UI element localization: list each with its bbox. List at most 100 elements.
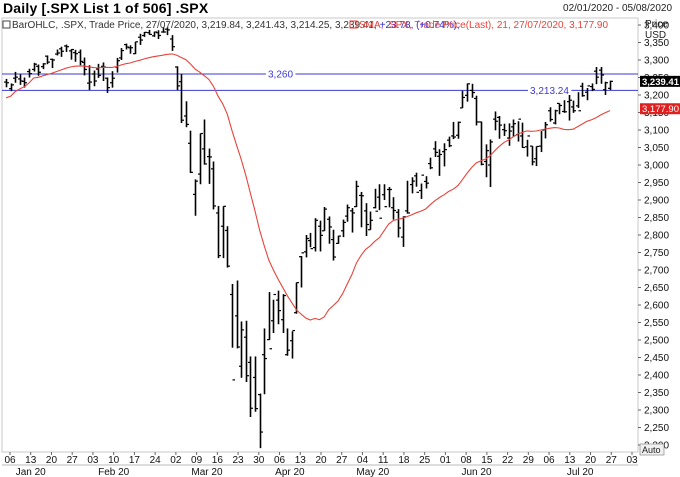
ohlc-bar[interactable]: [285, 328, 290, 356]
ohlc-bar[interactable]: [304, 235, 309, 258]
ohlc-bar[interactable]: [142, 31, 147, 37]
ohlc-bar[interactable]: [470, 83, 475, 98]
ohlc-bar[interactable]: [327, 216, 332, 244]
ohlc-bar[interactable]: [460, 90, 465, 109]
ohlc-bar[interactable]: [396, 209, 401, 238]
ohlc-bar[interactable]: [239, 321, 244, 378]
ohlc-bar[interactable]: [401, 216, 406, 247]
ohlc-bar[interactable]: [580, 82, 585, 97]
ohlc-bar[interactable]: [525, 135, 530, 157]
ohlc-bar[interactable]: [69, 48, 74, 60]
ohlc-bar[interactable]: [493, 111, 498, 131]
ohlc-bar[interactable]: [271, 293, 276, 334]
ohlc-bar[interactable]: [13, 71, 18, 83]
ohlc-bar[interactable]: [382, 184, 387, 208]
ohlc-bar[interactable]: [465, 83, 470, 102]
ohlc-bar[interactable]: [502, 123, 507, 136]
ohlc-bar[interactable]: [276, 290, 281, 325]
ohlc-bar[interactable]: [437, 149, 442, 176]
ohlc-bar[interactable]: [207, 148, 212, 184]
ohlc-bar[interactable]: [456, 121, 461, 139]
ohlc-bar[interactable]: [248, 356, 253, 417]
auto-scale-button[interactable]: [639, 443, 665, 456]
ohlc-bar[interactable]: [119, 48, 124, 60]
ohlc-bar[interactable]: [110, 71, 115, 88]
ohlc-bar[interactable]: [410, 177, 415, 194]
ohlc-bar[interactable]: [557, 102, 562, 115]
ohlc-bar[interactable]: [267, 292, 272, 350]
ohlc-bar[interactable]: [377, 184, 382, 219]
ohlc-bar[interactable]: [96, 63, 101, 78]
ohlc-bar[interactable]: [336, 235, 341, 244]
ohlc-bar[interactable]: [530, 145, 535, 166]
ohlc-bar[interactable]: [230, 284, 235, 381]
ohlc-bar[interactable]: [193, 179, 198, 216]
ohlc-bar[interactable]: [599, 67, 604, 84]
ohlc-bar[interactable]: [511, 119, 516, 137]
ohlc-bar[interactable]: [350, 208, 355, 233]
ohlc-bar[interactable]: [516, 118, 521, 142]
ohlc-bar[interactable]: [105, 77, 110, 93]
ohlc-bar[interactable]: [451, 121, 456, 140]
ohlc-bar[interactable]: [253, 356, 258, 412]
ohlc-bar[interactable]: [331, 229, 336, 261]
ohlc-bar[interactable]: [354, 180, 359, 208]
ohlc-bar[interactable]: [175, 66, 180, 91]
ohlc-bar[interactable]: [548, 107, 553, 122]
ohlc-bar[interactable]: [128, 45, 133, 54]
ohlc-bar[interactable]: [534, 145, 539, 167]
ohlc-bar[interactable]: [55, 49, 60, 56]
ohlc-bar[interactable]: [359, 191, 364, 228]
ohlc-bar[interactable]: [92, 70, 97, 87]
ohlc-bar[interactable]: [507, 123, 512, 146]
ohlc-bar[interactable]: [299, 252, 304, 288]
ohlc-bar[interactable]: [322, 207, 327, 232]
ohlc-bar[interactable]: [78, 49, 83, 66]
ohlc-bar[interactable]: [133, 41, 138, 55]
ohlc-bar[interactable]: [211, 161, 216, 210]
ohlc-bar[interactable]: [32, 62, 37, 72]
ohlc-bar[interactable]: [184, 101, 189, 128]
ohlc-bar[interactable]: [474, 95, 479, 126]
ohlc-bar[interactable]: [59, 46, 64, 57]
ohlc-bar[interactable]: [308, 232, 313, 250]
ohlc-bar[interactable]: [179, 74, 184, 123]
ohlc-bar[interactable]: [281, 294, 286, 333]
ohlc-bars[interactable]: [4, 27, 613, 449]
ohlc-bar[interactable]: [405, 180, 410, 214]
ohlc-bar[interactable]: [341, 219, 346, 238]
ohlc-bar[interactable]: [608, 80, 613, 91]
ohlc-bar[interactable]: [138, 33, 143, 45]
ohlc-bar[interactable]: [433, 141, 438, 157]
ohlc-bar[interactable]: [27, 68, 32, 78]
ohlc-bar[interactable]: [391, 197, 396, 220]
sma-line[interactable]: [5, 53, 611, 321]
ohlc-bar[interactable]: [488, 139, 493, 188]
ohlc-bar[interactable]: [73, 49, 78, 62]
ohlc-bar[interactable]: [258, 393, 263, 449]
ohlc-bar[interactable]: [484, 144, 489, 178]
ohlc-bar[interactable]: [165, 27, 170, 36]
ohlc-bar[interactable]: [221, 205, 226, 259]
ohlc-bar[interactable]: [603, 81, 608, 95]
ohlc-bar[interactable]: [567, 95, 572, 121]
ohlc-bar[interactable]: [373, 188, 378, 212]
ohlc-bar[interactable]: [198, 132, 203, 185]
ohlc-bar[interactable]: [45, 55, 50, 65]
ohlc-bar[interactable]: [428, 157, 433, 170]
ohlc-bar[interactable]: [414, 172, 419, 193]
ohlc-bar[interactable]: [539, 129, 544, 153]
ohlc-bar[interactable]: [147, 29, 152, 36]
ohlc-bar[interactable]: [590, 83, 595, 92]
ohlc-bar[interactable]: [244, 320, 249, 382]
ohlc-bar[interactable]: [188, 130, 193, 174]
ohlc-bar[interactable]: [585, 85, 590, 101]
ohlc-bar[interactable]: [262, 328, 267, 395]
ohlc-bar[interactable]: [50, 58, 55, 69]
ohlc-bar[interactable]: [576, 92, 581, 112]
ohlc-bar[interactable]: [225, 226, 230, 268]
ohlc-bar[interactable]: [387, 187, 392, 208]
ohlc-bar[interactable]: [479, 121, 484, 166]
ohlc-bar[interactable]: [87, 65, 92, 91]
